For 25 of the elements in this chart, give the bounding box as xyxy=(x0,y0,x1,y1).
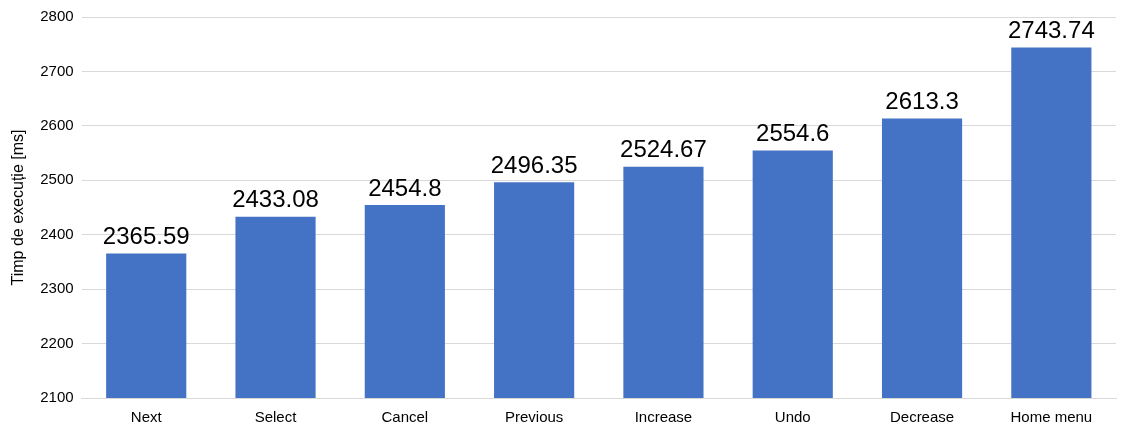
y-tick-label: 2800 xyxy=(40,7,74,25)
data-label: 2433.08 xyxy=(232,185,319,213)
x-tick-label: Next xyxy=(130,408,163,426)
x-tick-label: Increase xyxy=(634,408,693,426)
y-tick-label: 2300 xyxy=(40,279,74,297)
x-tick-label: Previous xyxy=(504,408,564,426)
y-tick-label: 2100 xyxy=(40,388,74,406)
y-tick-label: 2700 xyxy=(40,61,74,79)
data-label: 2743.74 xyxy=(1007,16,1095,44)
data-label: 2524.67 xyxy=(620,135,707,163)
x-tick-label: Cancel xyxy=(381,408,429,426)
y-tick-label: 2200 xyxy=(40,333,74,351)
x-tick-label: Undo xyxy=(774,408,811,426)
y-tick-label: 2600 xyxy=(40,116,74,133)
x-tick-label: Select xyxy=(254,408,298,426)
data-label: 2613.3 xyxy=(885,87,959,115)
y-axis-title: Timp de execuție [ms] xyxy=(9,129,27,286)
data-label: 2554.6 xyxy=(756,119,830,147)
data-label: 2496.35 xyxy=(490,150,578,178)
y-tick-label: 2500 xyxy=(40,170,74,188)
x-tick-label: Home menu xyxy=(1010,408,1093,426)
x-tick-label: Decrease xyxy=(889,408,955,426)
data-label: 2365.59 xyxy=(102,222,190,250)
y-tick-label: 2400 xyxy=(40,224,74,242)
data-label: 2454.8 xyxy=(368,173,442,201)
